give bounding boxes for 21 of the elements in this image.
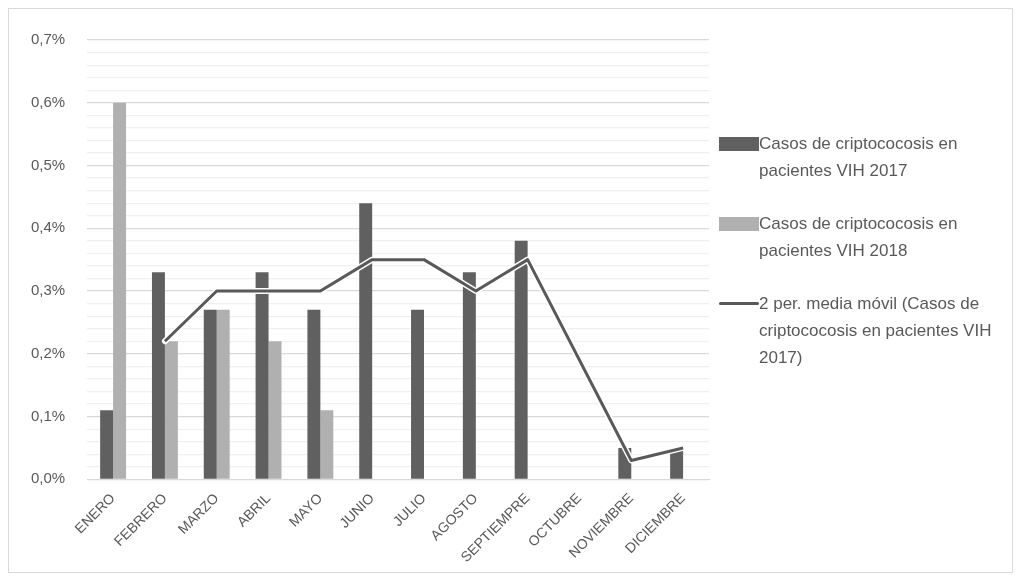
- y-tick-label: 0,4%: [30, 218, 66, 236]
- bar: [203, 309, 217, 479]
- bar: [216, 309, 230, 479]
- y-tick-label: 0,2%: [30, 343, 66, 361]
- bar: [151, 272, 165, 479]
- legend-label: 2 per. media móvil (Casos de criptococosis en pacientes VIH 2017): [759, 293, 993, 369]
- bar: [411, 309, 424, 479]
- bar: [320, 410, 334, 479]
- y-tick-label: 0,0%: [30, 469, 66, 487]
- y-tick-label: 0,3%: [30, 281, 66, 299]
- legend-label: Casos de criptococosis en pacientes VIH 2018: [759, 213, 959, 262]
- bar: [100, 410, 114, 479]
- bar: [268, 341, 282, 479]
- y-tick-label: 0,1%: [30, 406, 66, 424]
- y-tick-label: 0,5%: [30, 155, 66, 173]
- bar: [164, 341, 178, 479]
- y-tick-label: 0,6%: [30, 92, 66, 110]
- bar: [307, 309, 321, 479]
- y-tick-label: 0,7%: [30, 30, 66, 48]
- bar: [113, 102, 127, 479]
- legend-label: Casos de criptococosis en pacientes VIH 2017: [759, 133, 959, 182]
